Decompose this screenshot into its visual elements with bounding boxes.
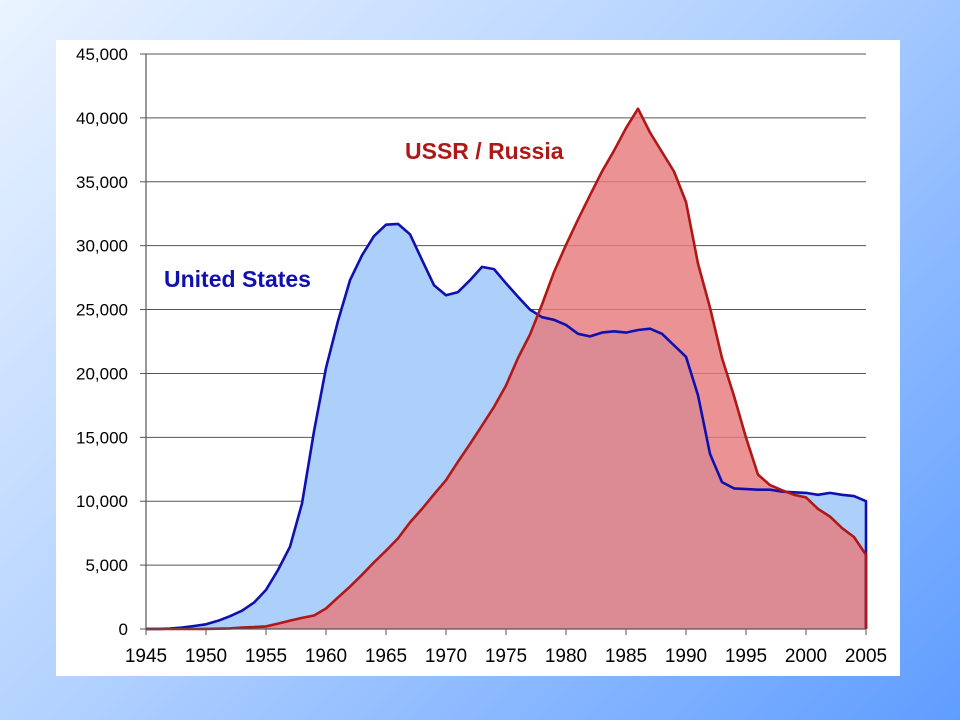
y-tick-label: 45,000 [76,45,128,64]
x-tick-label: 1980 [545,646,587,667]
y-tick-label: 25,000 [76,301,128,320]
series-line-ussr-russia [146,107,868,631]
series-label-ussr-russia: USSR / Russia [405,138,564,164]
x-tick-label: 1965 [365,646,407,667]
x-tick-label: 1990 [665,646,707,667]
series-area-ussr-russia [146,108,866,629]
x-tick-label: 1955 [245,646,287,667]
y-tick-label: 40,000 [76,109,128,128]
x-tick-label: 2005 [845,646,887,667]
x-tick-label: 2000 [785,646,827,667]
x-tick-label: 1985 [605,646,647,667]
x-tick-label: 1970 [425,646,467,667]
x-tick-label: 1995 [725,646,767,667]
nuclear-stockpile-chart: 0 5,000 10,000 15,000 20,000 25,000 30,000 35,0… [76,45,887,667]
axes [145,54,867,635]
x-tick-labels: 1945 1950 1955 1960 1965 1970 1975 1980 1985 1990… [125,646,887,667]
y-tick-label: 5,000 [85,556,128,575]
x-tick-label: 1975 [485,646,527,667]
chart-panel: 0 5,000 10,000 15,000 20,000 25,000 30,000 35,0… [56,40,900,676]
y-tick-label: 35,000 [76,173,128,192]
x-tick-label: 1945 [125,646,167,667]
x-tick-label: 1950 [185,646,227,667]
y-tick-label: 20,000 [76,364,128,383]
y-tick-label: 10,000 [76,492,128,511]
series-line-united-states [146,222,868,631]
y-tick-label: 0 [119,620,128,639]
y-tick-labels: 0 5,000 10,000 15,000 20,000 25,000 30,000 35,0… [76,45,128,639]
series-areas [146,107,868,631]
series-label-united-states: United States [164,266,311,292]
y-tick-label: 30,000 [76,237,128,256]
y-tick-label: 15,000 [76,428,128,447]
x-tick-label: 1960 [305,646,347,667]
